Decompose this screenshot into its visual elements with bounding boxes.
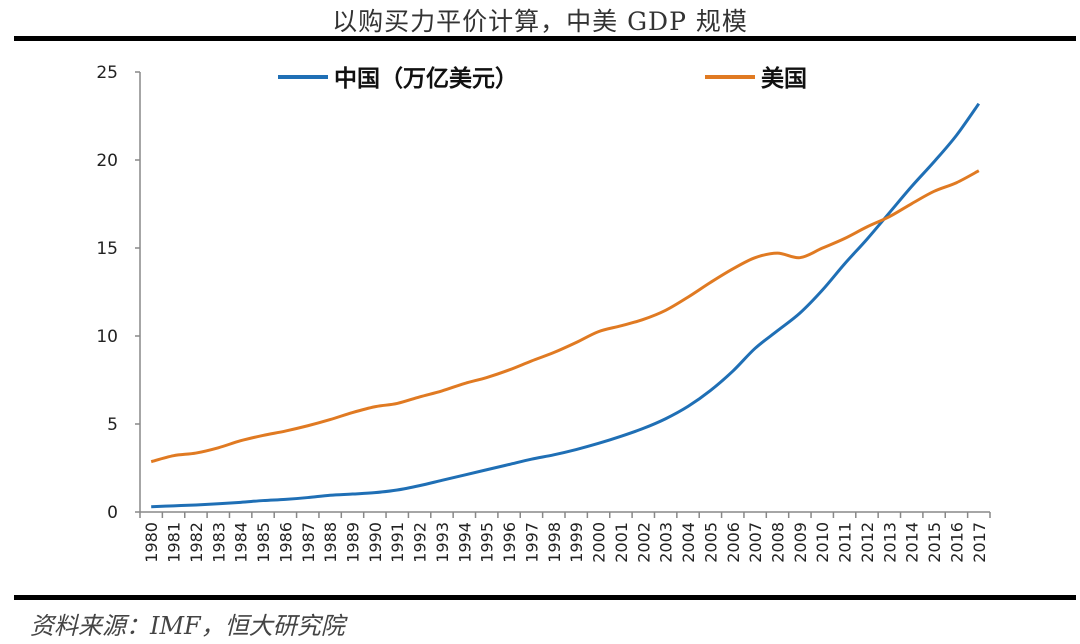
x-tick-label: 1982 [187, 522, 206, 563]
x-tick-label: 1995 [478, 522, 497, 563]
x-tick-label: 2005 [701, 522, 720, 563]
x-tick-label: 1994 [455, 522, 474, 563]
x-tick-label: 2017 [970, 522, 989, 563]
y-tick-label: 15 [96, 239, 118, 259]
y-tick-label: 25 [96, 63, 118, 83]
x-tick-label: 2014 [903, 522, 922, 563]
x-tick-label: 2009 [791, 522, 810, 563]
x-tick-label: 1986 [276, 522, 295, 563]
x-tick-label: 2001 [612, 522, 631, 563]
source-note: 资料来源：IMF，恒大研究院 [30, 612, 345, 640]
x-tick-label: 2004 [679, 522, 698, 563]
x-tick-label: 1989 [344, 522, 363, 563]
x-tick-label: 2006 [724, 522, 743, 563]
x-tick-label: 1991 [388, 522, 407, 563]
x-tick-label: 2010 [813, 522, 832, 563]
x-tick-label: 1988 [321, 522, 340, 563]
x-tick-label: 1990 [366, 522, 385, 563]
x-tick-label: 2008 [769, 522, 788, 563]
x-tick-label: 1996 [500, 522, 519, 563]
bottom-rule [14, 595, 1076, 600]
x-tick-label: 1980 [142, 522, 161, 563]
x-tick-label: 1993 [433, 522, 452, 563]
x-tick-label: 1992 [411, 522, 430, 563]
x-tick-label: 2011 [836, 522, 855, 563]
x-tick-label: 2003 [657, 522, 676, 563]
legend-label: 中国（万亿美元） [334, 65, 518, 92]
x-tick-label: 2007 [746, 522, 765, 563]
x-tick-label: 1984 [232, 522, 251, 563]
x-tick-label: 1981 [165, 522, 184, 563]
legend-label: 美国 [761, 65, 807, 92]
chart-title: 以购买力平价计算，中美 GDP 规模 [332, 7, 748, 36]
x-tick-label: 2012 [858, 522, 877, 563]
x-tick-label: 1999 [567, 522, 586, 563]
y-tick-label: 10 [96, 327, 118, 347]
top-rule [14, 36, 1076, 41]
x-tick-label: 2015 [925, 522, 944, 563]
y-tick-label: 0 [107, 503, 118, 523]
x-tick-label: 2000 [590, 522, 609, 563]
series-line-usa [150, 169, 980, 464]
y-tick-label: 5 [107, 415, 118, 435]
x-tick-label: 2013 [880, 522, 899, 563]
x-tick-label: 1997 [522, 522, 541, 563]
x-tick-label: 1998 [545, 522, 564, 563]
x-tick-label: 1985 [254, 522, 273, 563]
x-tick-label: 1983 [209, 522, 228, 563]
x-tick-label: 2016 [947, 522, 966, 563]
y-tick-label: 20 [96, 151, 118, 171]
series-line-china [151, 102, 981, 509]
x-tick-label: 1987 [299, 522, 318, 563]
x-tick-label: 2002 [634, 522, 653, 563]
